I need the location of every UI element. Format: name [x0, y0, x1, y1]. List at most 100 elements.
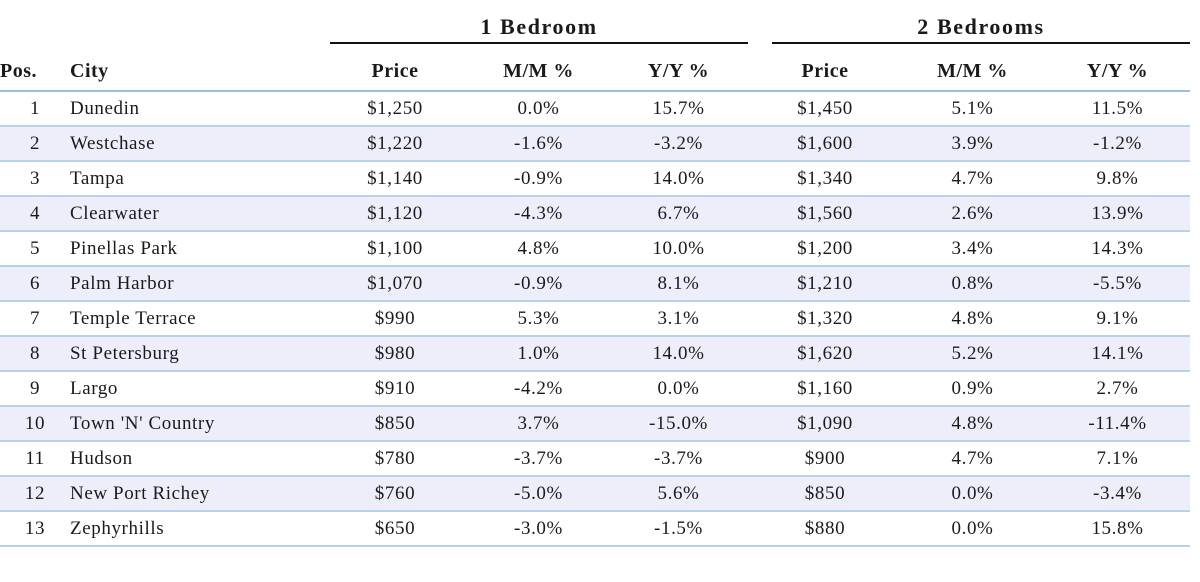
cell-mm-1br: 5.3%	[470, 301, 607, 337]
cell-mm-1br: -5.0%	[470, 476, 607, 512]
cell-yy-2br: -11.4%	[1045, 406, 1190, 442]
group-label-1-bedroom: 1 Bedroom	[480, 14, 598, 39]
cell-yy-2br: 13.9%	[1045, 196, 1190, 232]
cell-pos: 5	[0, 231, 70, 267]
cell-mm-1br: -0.9%	[470, 266, 607, 302]
cell-price-2br: $1,620	[750, 336, 900, 372]
cell-yy-1br: -3.2%	[607, 126, 750, 162]
column-header-pos: Pos.	[0, 52, 70, 92]
cell-mm-1br: -0.9%	[470, 161, 607, 197]
group-label-2-bedrooms: 2 Bedrooms	[917, 14, 1045, 39]
cell-city: Clearwater	[70, 196, 320, 232]
cell-price-2br: $1,160	[750, 371, 900, 407]
column-header-mm-2br: M/M %	[900, 52, 1045, 92]
cell-mm-2br: 0.9%	[900, 371, 1045, 407]
table-row: 4 Clearwater $1,120 -4.3% 6.7% $1,560 2.…	[0, 196, 1190, 232]
cell-price-2br: $900	[750, 441, 900, 477]
cell-mm-1br: -4.2%	[470, 371, 607, 407]
cell-yy-2br: 9.1%	[1045, 301, 1190, 337]
column-header-price-2br: Price	[750, 52, 900, 92]
table-row: 3 Tampa $1,140 -0.9% 14.0% $1,340 4.7% 9…	[0, 161, 1190, 197]
cell-price-1br: $1,070	[320, 266, 470, 302]
cell-yy-2br: 7.1%	[1045, 441, 1190, 477]
cell-mm-1br: 3.7%	[470, 406, 607, 442]
cell-yy-1br: 14.0%	[607, 336, 750, 372]
cell-mm-1br: -3.7%	[470, 441, 607, 477]
cell-city: Westchase	[70, 126, 320, 162]
cell-price-1br: $650	[320, 511, 470, 547]
cell-mm-1br: -3.0%	[470, 511, 607, 547]
cell-price-1br: $850	[320, 406, 470, 442]
cell-price-2br: $880	[750, 511, 900, 547]
cell-yy-1br: -1.5%	[607, 511, 750, 547]
cell-mm-1br: 1.0%	[470, 336, 607, 372]
cell-mm-2br: 4.8%	[900, 301, 1045, 337]
cell-city: Tampa	[70, 161, 320, 197]
cell-price-1br: $980	[320, 336, 470, 372]
rent-table: Pos. City Price M/M % Y/Y % Price M/M % …	[0, 52, 1190, 547]
cell-city: Town 'N' Country	[70, 406, 320, 442]
table-row: 6 Palm Harbor $1,070 -0.9% 8.1% $1,210 0…	[0, 266, 1190, 302]
cell-mm-2br: 5.1%	[900, 91, 1045, 127]
table-row: 8 St Petersburg $980 1.0% 14.0% $1,620 5…	[0, 336, 1190, 372]
cell-price-2br: $1,560	[750, 196, 900, 232]
cell-city: Zephyrhills	[70, 511, 320, 547]
table-row: 7 Temple Terrace $990 5.3% 3.1% $1,320 4…	[0, 301, 1190, 337]
cell-yy-1br: -15.0%	[607, 406, 750, 442]
table-row: 10 Town 'N' Country $850 3.7% -15.0% $1,…	[0, 406, 1190, 442]
cell-yy-2br: 14.3%	[1045, 231, 1190, 267]
cell-city: Hudson	[70, 441, 320, 477]
cell-price-2br: $850	[750, 476, 900, 512]
cell-price-2br: $1,090	[750, 406, 900, 442]
cell-mm-2br: 3.4%	[900, 231, 1045, 267]
cell-price-1br: $1,250	[320, 91, 470, 127]
cell-mm-2br: 5.2%	[900, 336, 1045, 372]
cell-city: New Port Richey	[70, 476, 320, 512]
cell-yy-2br: 9.8%	[1045, 161, 1190, 197]
cell-yy-1br: 10.0%	[607, 231, 750, 267]
table-row: 13 Zephyrhills $650 -3.0% -1.5% $880 0.0…	[0, 511, 1190, 547]
cell-price-2br: $1,600	[750, 126, 900, 162]
cell-city: Largo	[70, 371, 320, 407]
cell-yy-2br: -1.2%	[1045, 126, 1190, 162]
cell-mm-2br: 0.0%	[900, 511, 1045, 547]
table-header-row: Pos. City Price M/M % Y/Y % Price M/M % …	[0, 52, 1190, 92]
cell-pos: 12	[0, 476, 70, 512]
cell-price-2br: $1,320	[750, 301, 900, 337]
cell-yy-1br: 8.1%	[607, 266, 750, 302]
cell-price-1br: $910	[320, 371, 470, 407]
cell-price-1br: $1,220	[320, 126, 470, 162]
cell-pos: 13	[0, 511, 70, 547]
cell-mm-1br: 4.8%	[470, 231, 607, 267]
cell-yy-1br: 14.0%	[607, 161, 750, 197]
cell-pos: 7	[0, 301, 70, 337]
cell-yy-2br: 14.1%	[1045, 336, 1190, 372]
cell-price-1br: $780	[320, 441, 470, 477]
cell-price-2br: $1,450	[750, 91, 900, 127]
cell-yy-2br: 2.7%	[1045, 371, 1190, 407]
group-header-1-bedroom: 1 Bedroom	[330, 12, 748, 46]
cell-mm-2br: 0.0%	[900, 476, 1045, 512]
column-header-city: City	[70, 52, 320, 92]
cell-price-2br: $1,200	[750, 231, 900, 267]
cell-mm-2br: 3.9%	[900, 126, 1045, 162]
table-row: 1 Dunedin $1,250 0.0% 15.7% $1,450 5.1% …	[0, 91, 1190, 127]
cell-city: Temple Terrace	[70, 301, 320, 337]
cell-pos: 1	[0, 91, 70, 127]
cell-pos: 3	[0, 161, 70, 197]
cell-mm-2br: 0.8%	[900, 266, 1045, 302]
cell-city: Pinellas Park	[70, 231, 320, 267]
cell-yy-2br: 11.5%	[1045, 91, 1190, 127]
cell-pos: 11	[0, 441, 70, 477]
cell-yy-2br: 15.8%	[1045, 511, 1190, 547]
column-header-price-1br: Price	[320, 52, 470, 92]
group-header-2-bedrooms: 2 Bedrooms	[772, 12, 1190, 46]
cell-yy-1br: 0.0%	[607, 371, 750, 407]
cell-yy-1br: 3.1%	[607, 301, 750, 337]
cell-yy-1br: 6.7%	[607, 196, 750, 232]
cell-mm-2br: 4.8%	[900, 406, 1045, 442]
cell-price-1br: $760	[320, 476, 470, 512]
cell-price-2br: $1,210	[750, 266, 900, 302]
cell-city: Palm Harbor	[70, 266, 320, 302]
